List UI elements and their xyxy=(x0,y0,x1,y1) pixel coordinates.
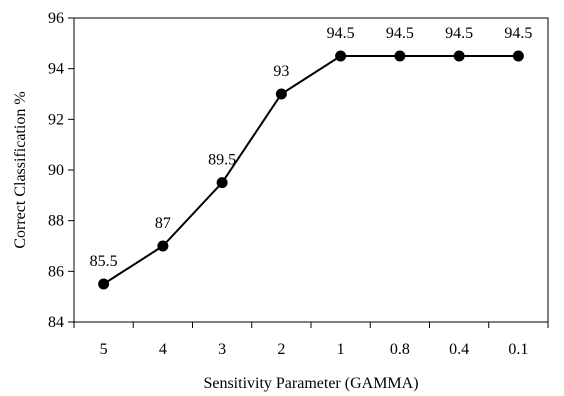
y-axis-tick-label: 88 xyxy=(48,213,64,230)
y-axis-title: Correct Classification % xyxy=(12,91,29,248)
data-point xyxy=(512,50,524,62)
x-axis-tick-label: 4 xyxy=(159,341,167,358)
series-layer xyxy=(98,50,524,290)
data-point xyxy=(157,240,169,252)
data-label: 94.5 xyxy=(327,25,355,42)
x-axis-tick-label: 1 xyxy=(337,341,345,358)
axes: 84 86 88 90 92 94 96 5 4 3 2 1 0.8 0.4 0.1 xyxy=(48,10,549,358)
data-label: 94.5 xyxy=(386,25,414,42)
y-axis-tick-label: 86 xyxy=(48,263,64,280)
data-label: 94.5 xyxy=(445,25,473,42)
data-label: 94.5 xyxy=(504,25,532,42)
x-axis-tick-label: 0.1 xyxy=(508,341,528,358)
x-axis-tick-label: 0.4 xyxy=(449,341,469,358)
y-axis-tick-label: 96 xyxy=(48,10,64,27)
y-axis-tick-label: 84 xyxy=(48,314,64,331)
data-point xyxy=(216,177,228,189)
data-label: 93 xyxy=(273,63,289,80)
x-axis-tick-label: 0.8 xyxy=(390,341,410,358)
labels-layer: 85.5 87 89.5 93 94.5 94.5 94.5 94.5 xyxy=(90,25,533,270)
data-point xyxy=(453,50,465,62)
x-axis-title: Sensitivity Parameter (GAMMA) xyxy=(203,375,418,392)
data-point xyxy=(335,50,347,62)
x-axis-tick-label: 5 xyxy=(100,341,108,358)
data-label: 89.5 xyxy=(208,152,236,169)
series-line xyxy=(103,55,519,285)
y-axis-tick-label: 92 xyxy=(48,111,64,128)
y-axis-tick-label: 94 xyxy=(48,61,64,78)
plot-area xyxy=(73,17,549,323)
data-point xyxy=(275,88,287,100)
data-point xyxy=(98,278,110,290)
x-axis-tick-label: 2 xyxy=(277,341,285,358)
data-label: 85.5 xyxy=(90,253,118,270)
data-point xyxy=(394,50,406,62)
x-axis-tick-label: 3 xyxy=(218,341,226,358)
data-label: 87 xyxy=(155,215,171,232)
y-axis-tick-label: 90 xyxy=(48,162,64,179)
plot-frame xyxy=(73,17,549,323)
